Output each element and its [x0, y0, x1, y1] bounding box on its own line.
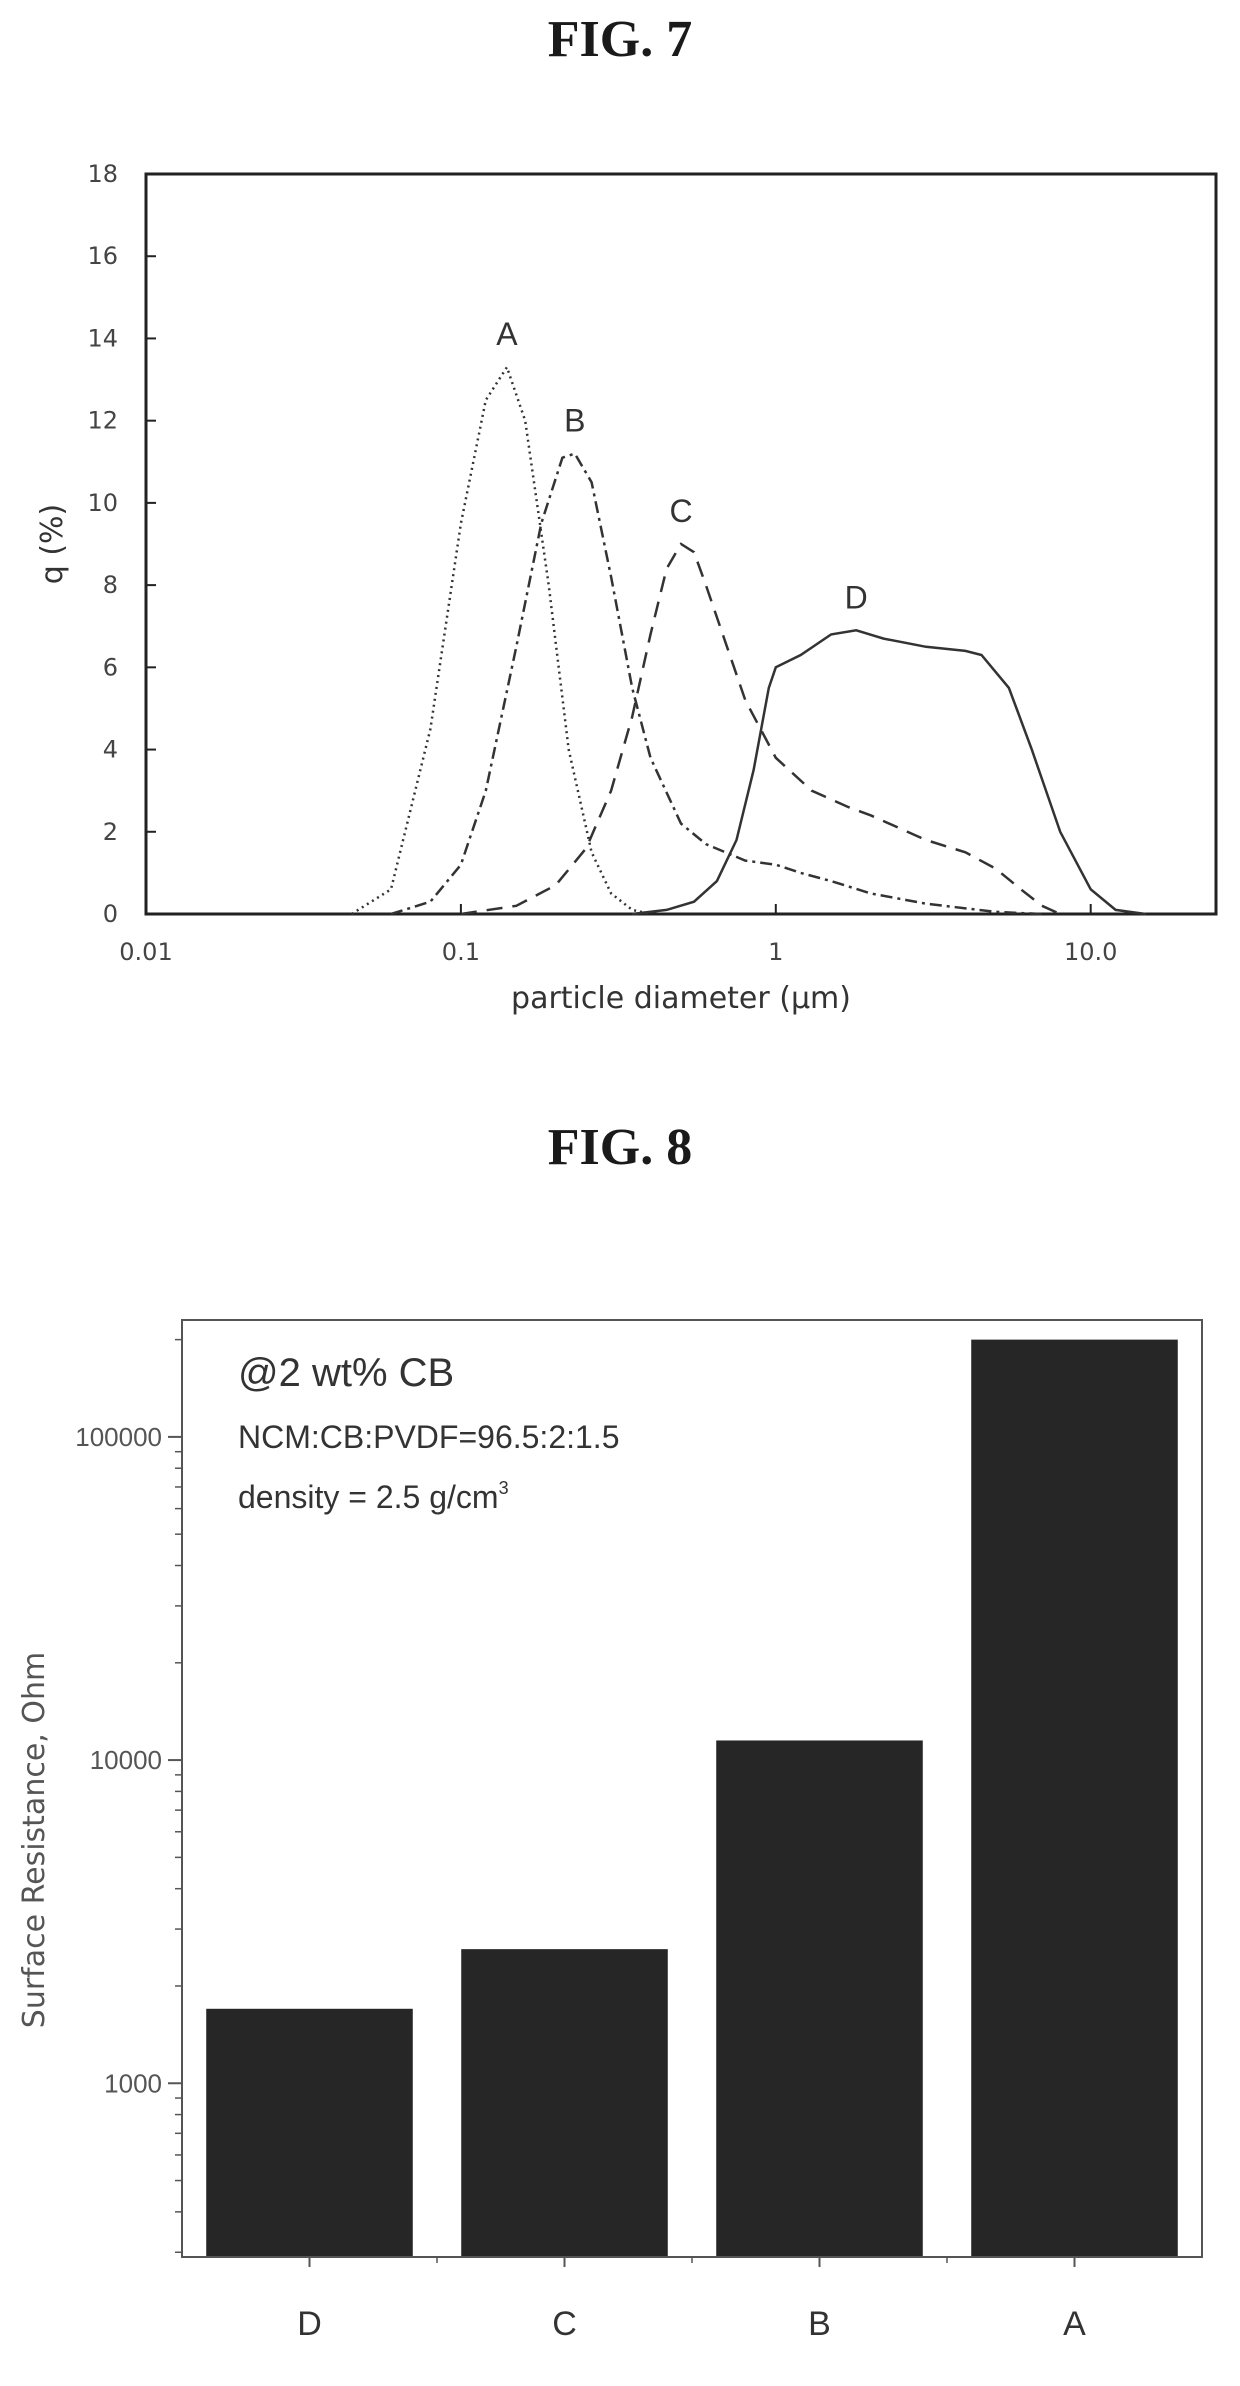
surface-resistance-chart: D C B A 1000 10000 100000 @2 wt% CB NCM:CB:PVD…	[0, 1190, 1240, 2386]
x-tick-label: 0.1	[442, 938, 480, 966]
y-tick-label: 10000	[90, 1745, 162, 1775]
y-axis-label: q (%)	[35, 504, 70, 585]
y-tick-label: 0	[103, 900, 118, 928]
y-tick-label: 100000	[75, 1422, 162, 1452]
category-label-b: B	[808, 2305, 831, 2343]
fig7-title: FIG. 7	[0, 10, 1240, 69]
series-line-a	[352, 367, 651, 914]
y-tick-label: 10	[87, 489, 118, 517]
bar-b	[716, 1740, 923, 2257]
bar-c	[461, 1949, 668, 2257]
series-label-a: A	[496, 316, 518, 352]
y-axis-label: Surface Resistance, Ohm	[17, 1652, 52, 2028]
x-axis-label: particle diameter (μm)	[511, 981, 851, 1016]
y-tick-label: 6	[103, 653, 118, 681]
y-tick-label: 12	[87, 407, 118, 435]
x-tick-label: 1	[768, 938, 783, 966]
category-label-a: A	[1063, 2305, 1086, 2343]
x-tick-label: 0.01	[119, 938, 172, 966]
x-tick-label: 10.0	[1064, 938, 1117, 966]
y-tick-label: 16	[87, 242, 118, 270]
series-label-b: B	[564, 403, 585, 439]
y-tick-label: 4	[103, 736, 118, 764]
bar-a	[971, 1340, 1178, 2257]
series-line-d	[632, 630, 1146, 914]
annotation-density: density = 2.5 g/cm3	[238, 1478, 509, 1515]
series-label-d: D	[845, 579, 868, 615]
y-tick-label: 18	[87, 160, 118, 188]
annotation-ratio: NCM:CB:PVDF=96.5:2:1.5	[238, 1419, 619, 1455]
y-tick-label: 2	[103, 818, 118, 846]
category-label-d: D	[297, 2305, 322, 2343]
bar-d	[206, 2009, 413, 2257]
annotation-density-sup: 3	[499, 1478, 509, 1498]
y-tick-label: 8	[103, 571, 118, 599]
series-label-c: C	[669, 493, 692, 529]
annotation-density-text: density = 2.5 g/cm	[238, 1479, 499, 1515]
fig8-title: FIG. 8	[0, 1118, 1240, 1177]
y-tick-label: 14	[87, 324, 118, 352]
y-tick-label: 1000	[104, 2068, 162, 2098]
category-label-c: C	[552, 2305, 577, 2343]
particle-size-chart: 0 2 4 6 8 10 12 14 16 18 0.01 0.1 1 10.0 A B C D particl…	[0, 140, 1240, 1190]
annotation-cb: @2 wt% CB	[238, 1351, 454, 1395]
